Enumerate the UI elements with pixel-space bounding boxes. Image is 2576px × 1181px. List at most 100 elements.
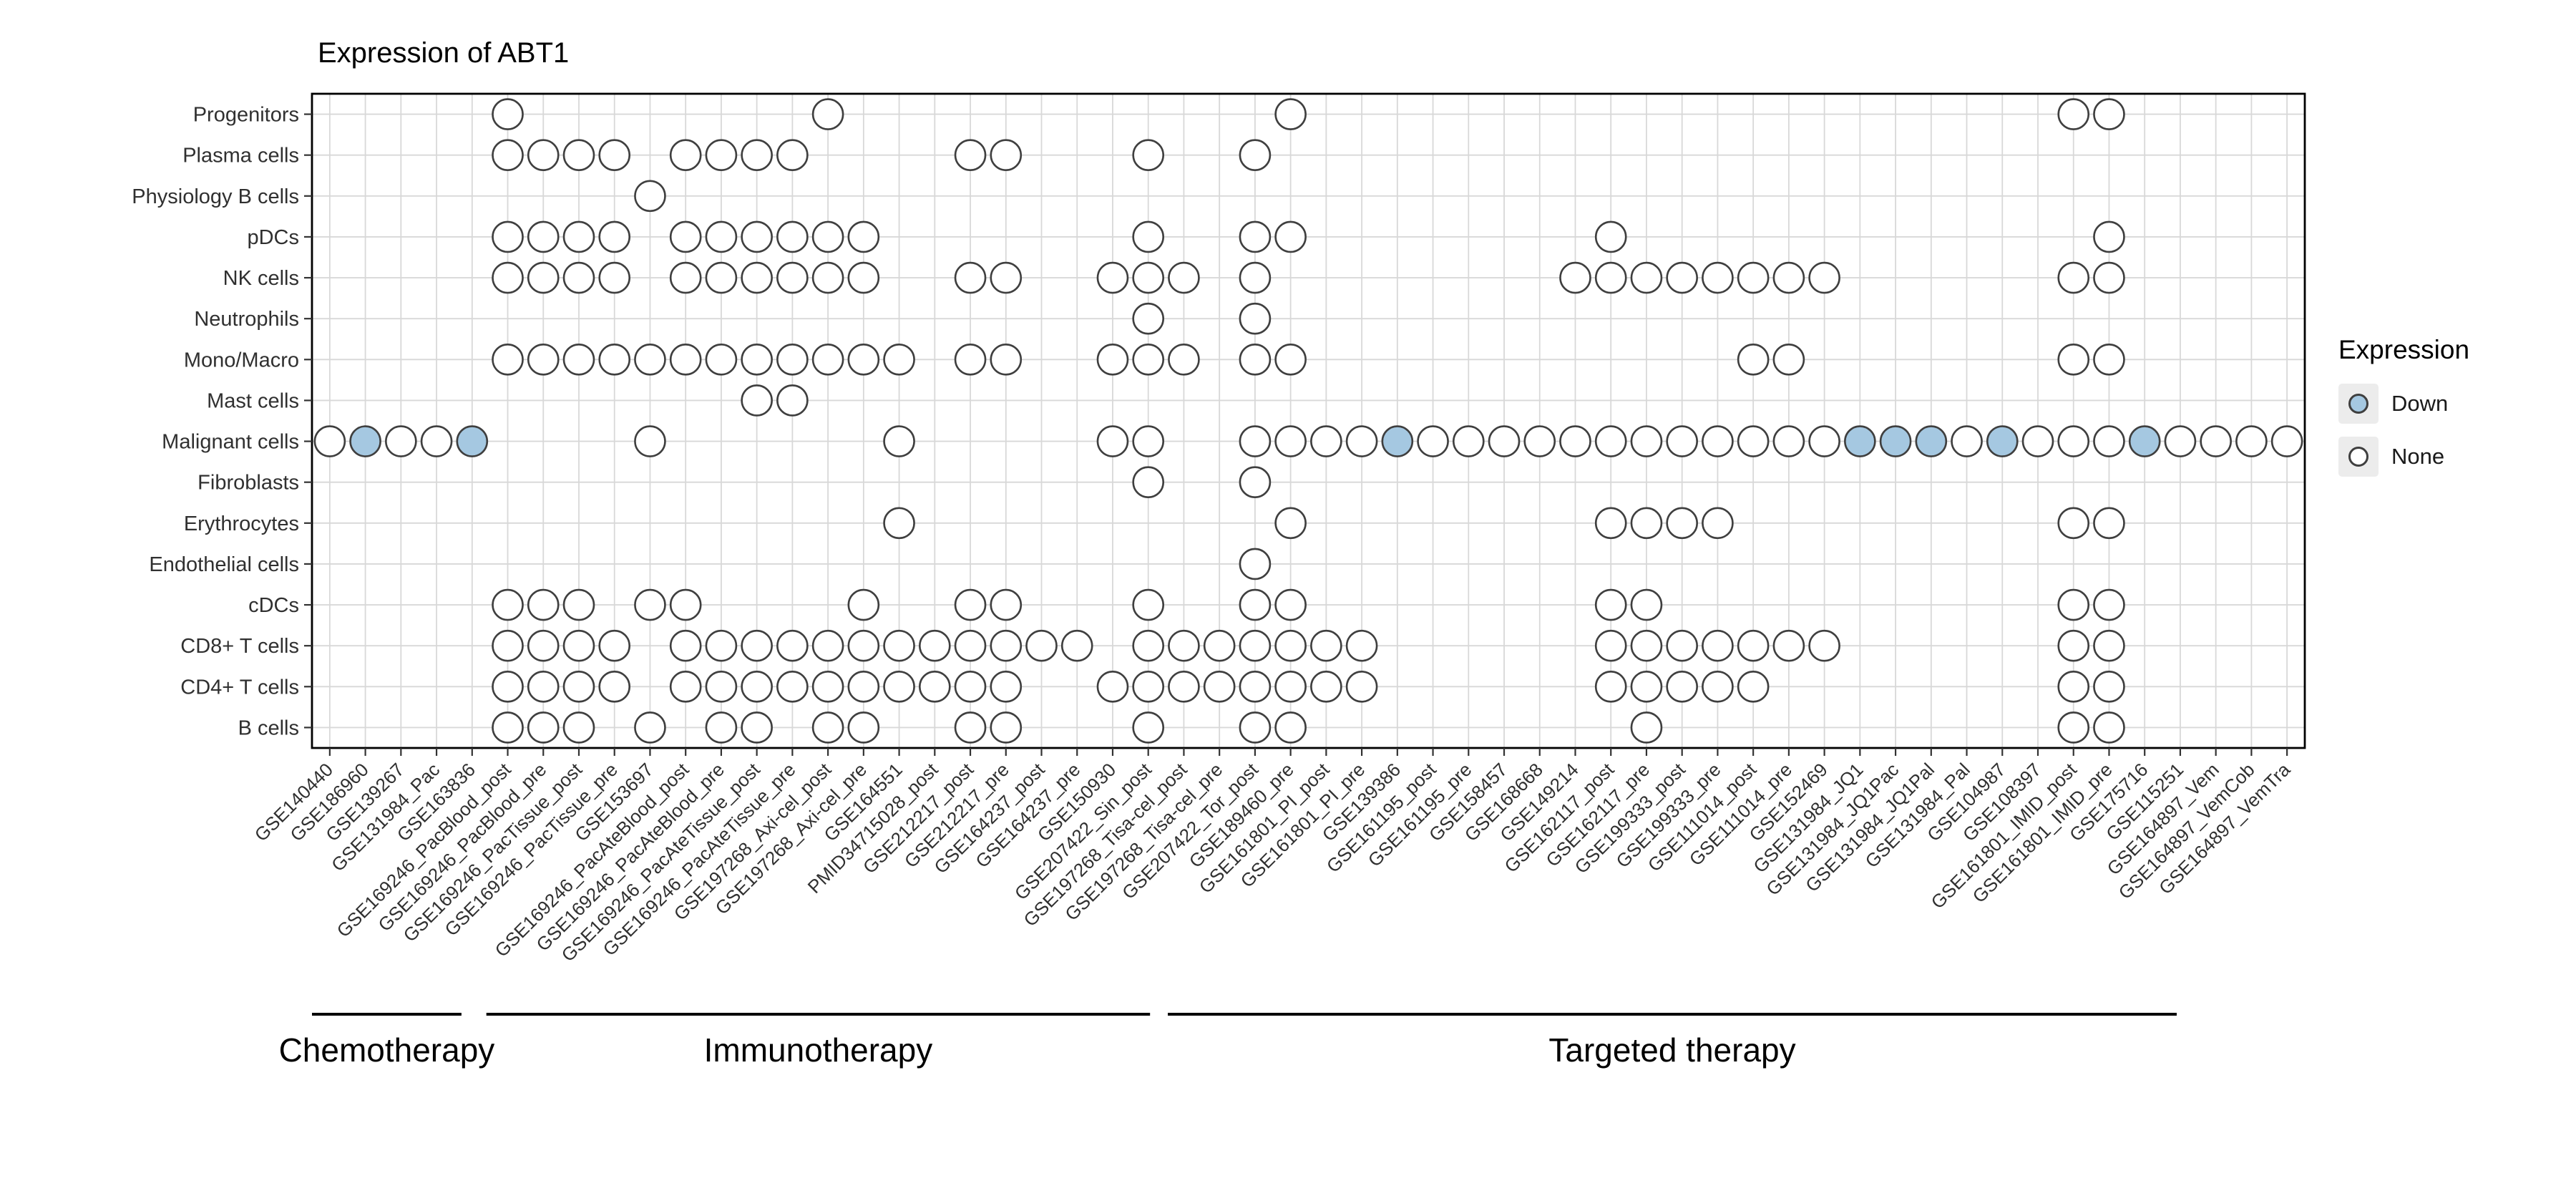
expression-dot-none [705,629,738,662]
expression-dot-none [1132,302,1165,335]
expression-dot-none [811,261,844,294]
expression-dot-none [1772,425,1805,457]
expression-dot-none [2235,425,2268,457]
expression-dot-down [2128,425,2161,457]
expression-dot-none [1096,261,1129,294]
expression-dot-none [919,629,951,662]
y-axis-label: Malignant cells [162,431,299,454]
expression-dot-none [1808,629,1840,662]
expression-dot-none [598,261,631,294]
expression-dot-none [1702,507,1734,540]
expression-dot-none [492,139,524,171]
expression-dot-none [741,139,773,171]
expression-dot-none [527,671,560,703]
expression-dot-none [1239,711,1272,744]
expression-dot-none [990,261,1023,294]
expression-dot-none [634,344,666,376]
expression-dot-none [1239,344,1272,376]
expression-dot-none [1808,261,1840,294]
expression-dot-none [2093,261,2125,294]
expression-dot-none [954,261,987,294]
expression-dot-none [954,139,987,171]
expression-dot-none [1132,711,1165,744]
expression-dot-none [705,711,738,744]
expression-dot-none [2057,588,2090,621]
expression-dot-none [562,671,595,703]
expression-dot-none [1559,425,1591,457]
expression-dot-none [2057,507,2090,540]
therapy-group-label: Chemotherapy [279,1031,495,1069]
expression-dot-none [1559,261,1591,294]
expression-dot-down [1915,425,1948,457]
expression-dot-none [883,344,915,376]
expression-dot-none [776,671,809,703]
expression-dot-none [562,711,595,744]
legend-label-down: Down [2391,391,2449,416]
expression-dot-none [1274,629,1307,662]
expression-dot-none [2093,220,2125,253]
expression-dot-none [1239,588,1272,621]
expression-dot-none [1737,261,1770,294]
legend: Expression Down None [2338,335,2469,490]
expression-dot-none [1239,139,1272,171]
expression-dot-none [562,344,595,376]
expression-dot-none [741,671,773,703]
expression-dot-none [2057,629,2090,662]
expression-dot-none [634,711,666,744]
expression-dot-none [883,629,915,662]
expression-dot-none [990,344,1023,376]
expression-dot-none [634,180,666,213]
expression-dot-none [2057,98,2090,130]
expression-dot-none [1132,671,1165,703]
expression-dot-none [990,139,1023,171]
down-dot-icon [2348,394,2368,414]
expression-dot-none [492,711,524,744]
y-axis-label: CD8+ T cells [180,635,299,658]
expression-dot-none [1523,425,1556,457]
expression-dot-none [776,384,809,417]
expression-dot-none [741,344,773,376]
expression-dot-none [1808,425,1840,457]
expression-dot-none [1132,466,1165,498]
expression-dot-none [1594,425,1627,457]
expression-dot-down [349,425,381,457]
y-axis-label: Plasma cells [182,145,299,167]
expression-dot-none [1594,588,1627,621]
expression-dot-none [741,261,773,294]
expression-dot-none [883,425,915,457]
expression-dot-none [1702,425,1734,457]
expression-dot-none [954,588,987,621]
expression-dot-none [741,220,773,253]
expression-dot-none [1274,425,1307,457]
y-axis-label: CD4+ T cells [180,676,299,699]
expression-dot-none [1666,629,1698,662]
expression-dot-none [990,711,1023,744]
expression-dot-none [669,588,702,621]
expression-dot-none [990,671,1023,703]
expression-dot-none [1239,425,1272,457]
expression-dot-none [1666,261,1698,294]
expression-dot-none [527,629,560,662]
expression-dot-none [2021,425,2054,457]
expression-dot-none [776,139,809,171]
expression-dot-none [492,261,524,294]
expression-dot-none [1310,425,1342,457]
expression-dot-none [1239,261,1272,294]
expression-dot-none [954,671,987,703]
expression-dot-none [385,425,417,457]
expression-dot-none [1452,425,1485,457]
expression-dot-none [741,384,773,417]
expression-dot-none [1168,344,1200,376]
expression-dot-none [1951,425,1983,457]
expression-dot-none [1737,671,1770,703]
expression-dot-none [2093,507,2125,540]
expression-dot-none [527,344,560,376]
expression-dot-none [1630,588,1663,621]
expression-dot-none [1630,671,1663,703]
expression-dot-none [492,220,524,253]
expression-dot-none [1132,344,1165,376]
expression-dot-none [492,629,524,662]
expression-dot-none [527,139,560,171]
y-axis-label: NK cells [223,267,299,290]
expression-dot-none [1737,425,1770,457]
